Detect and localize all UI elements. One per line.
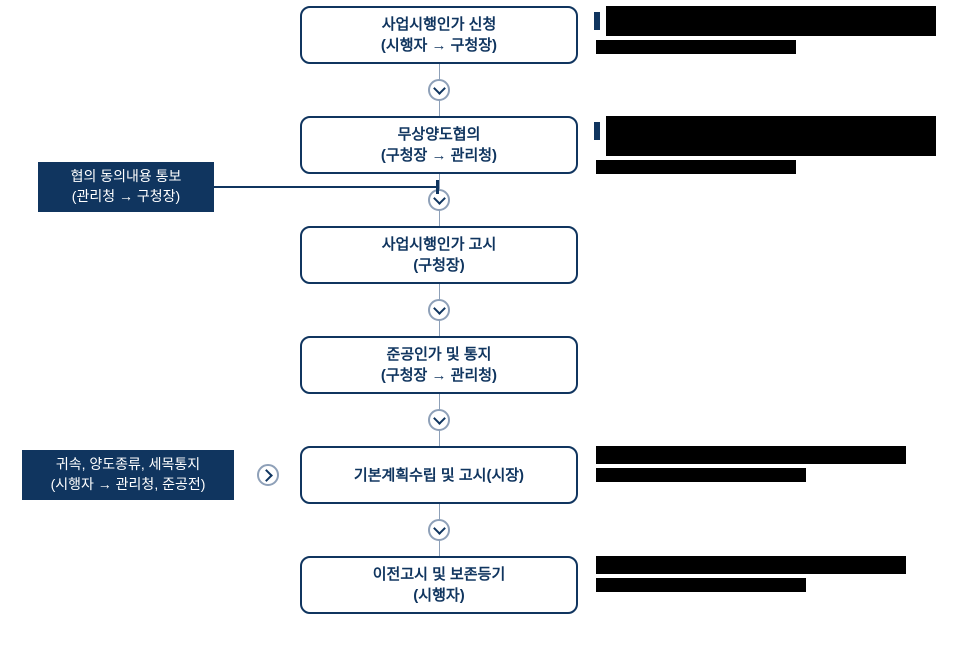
annotation-text [606,116,936,156]
node-step-1: 사업시행인가 신청 (시행자 → 구청장) [300,6,578,64]
side-node-2-line2: (시행자 → 관리청, 준공전) [51,475,206,495]
annotation-text [596,578,806,592]
node-step-6-line1: 이전고시 및 보존등기 [373,564,506,585]
node-step-2-line1: 무상양도협의 [398,124,481,145]
node-step-3-line1: 사업시행인가 고시 [382,234,497,255]
node-step-4-line1: 준공인가 및 통지 [387,344,492,365]
node-step-1-line2: (시행자 → 구청장) [381,35,497,56]
annotation-marker [594,122,600,140]
side1-connector [214,186,438,188]
chevron-down-icon [428,519,450,541]
annotation-text [596,40,796,54]
node-step-2-line2: (구청장 → 관리청) [381,145,497,166]
side-node-1-line2: (관리청 → 구청장) [72,187,180,207]
node-step-6: 이전고시 및 보존등기 (시행자) [300,556,578,614]
annotation-text [596,160,796,174]
side1-connector-end [436,180,439,194]
annotation-text [596,468,806,482]
side-node-1-line1: 협의 동의내용 통보 [71,167,182,187]
annotation-marker [594,12,600,30]
node-step-2: 무상양도협의 (구청장 → 관리청) [300,116,578,174]
node-step-5-line1: 기본계획수립 및 고시(시장) [354,465,524,486]
flowchart-container: 사업시행인가 신청 (시행자 → 구청장) 무상양도협의 (구청장 → 관리청)… [0,0,962,660]
node-step-3: 사업시행인가 고시 (구청장) [300,226,578,284]
node-step-5: 기본계획수립 및 고시(시장) [300,446,578,504]
side-node-1: 협의 동의내용 통보 (관리청 → 구청장) [38,162,214,212]
annotation-text [596,556,906,574]
annotation-text [596,446,906,464]
annotation-text [606,6,936,36]
node-step-1-line1: 사업시행인가 신청 [382,14,497,35]
node-step-6-line2: (시행자) [413,585,464,606]
node-step-4-line2: (구청장 → 관리청) [381,365,497,386]
chevron-right-icon [257,464,279,486]
chevron-down-icon [428,299,450,321]
chevron-down-icon [428,409,450,431]
side-node-2-line1: 귀속, 양도종류, 세목통지 [56,455,200,475]
node-step-3-line2: (구청장) [413,255,464,276]
node-step-4: 준공인가 및 통지 (구청장 → 관리청) [300,336,578,394]
chevron-down-icon [428,189,450,211]
side-node-2: 귀속, 양도종류, 세목통지 (시행자 → 관리청, 준공전) [22,450,234,500]
chevron-down-icon [428,79,450,101]
